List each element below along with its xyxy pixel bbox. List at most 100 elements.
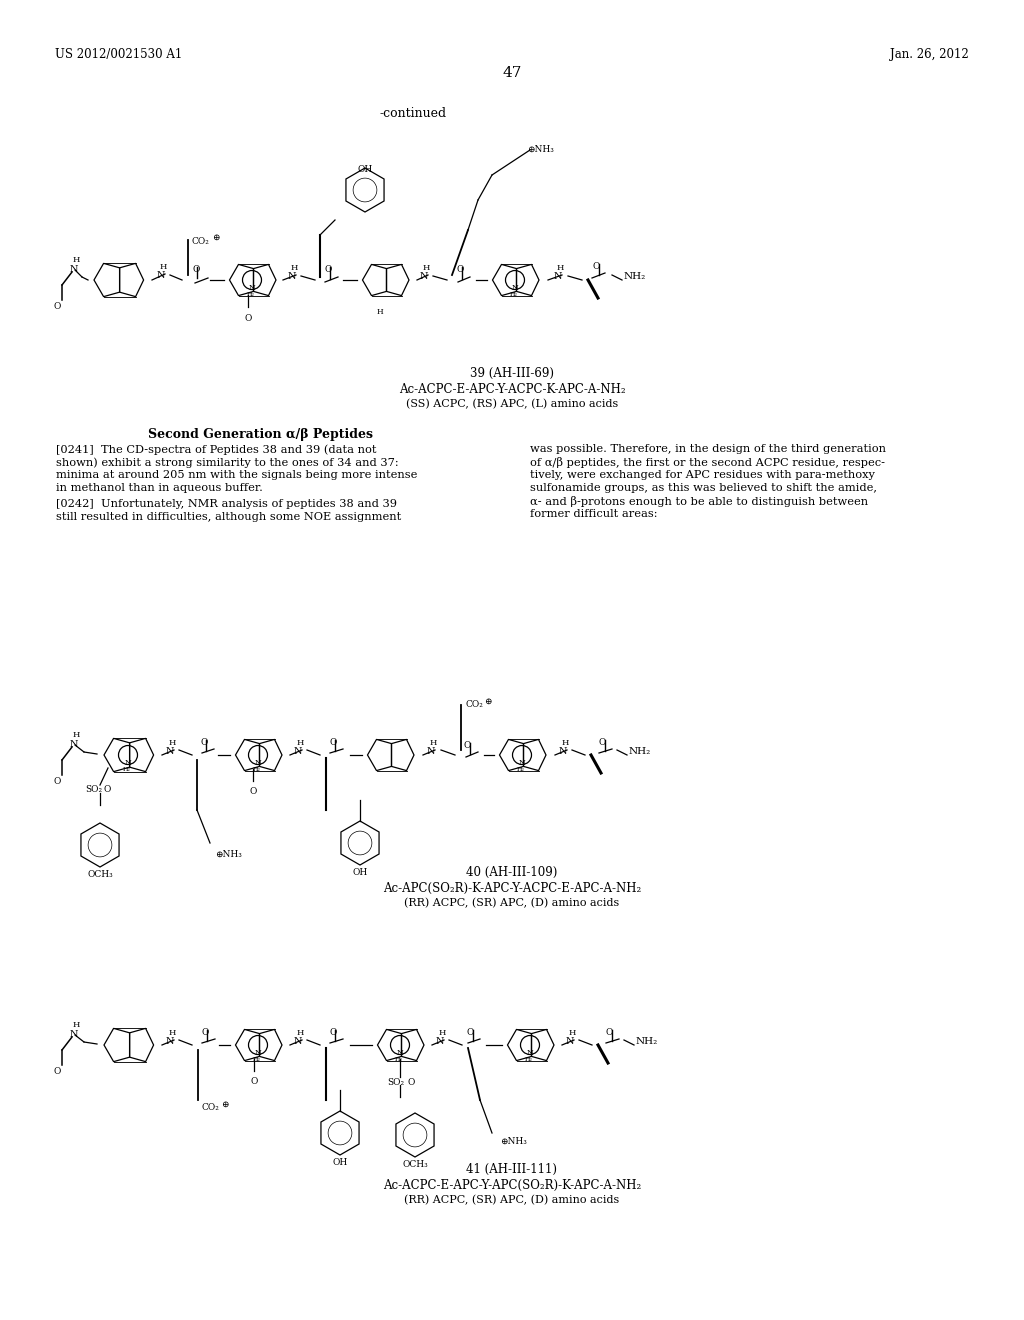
Text: OH: OH [357,165,373,174]
Text: was possible. Therefore, in the design of the third generation: was possible. Therefore, in the design o… [530,444,886,454]
Text: N: N [255,759,261,767]
Text: N: N [255,1049,261,1057]
Text: H₂: H₂ [247,292,255,297]
Text: O: O [53,1067,60,1076]
Text: N: N [70,1030,78,1039]
Text: ⊕: ⊕ [212,234,219,242]
Text: [0241]  The CD-spectra of Peptides 38 and 39 (data not: [0241] The CD-spectra of Peptides 38 and… [56,444,377,454]
Text: H: H [429,739,436,747]
Text: CO₂: CO₂ [202,1104,220,1111]
Text: sulfonamide groups, as this was believed to shift the amide,: sulfonamide groups, as this was believed… [530,483,877,492]
Text: OH: OH [352,869,368,876]
Text: H: H [556,264,563,272]
Text: H₂: H₂ [123,767,131,772]
Text: N: N [294,747,302,756]
Text: O: O [53,777,60,785]
Text: Ac-APC(SO₂R)-K-APC-Y-ACPC-E-APC-A-NH₂: Ac-APC(SO₂R)-K-APC-Y-ACPC-E-APC-A-NH₂ [383,882,641,895]
Text: H₂: H₂ [517,767,525,772]
Text: H₂: H₂ [253,767,261,772]
Text: N: N [70,265,78,275]
Text: OH: OH [333,1158,347,1167]
Text: CO₂: CO₂ [465,700,483,709]
Text: H: H [568,1030,575,1038]
Text: O: O [463,741,471,750]
Text: O: O [202,1028,209,1038]
Text: O: O [407,1078,415,1086]
Text: N: N [427,747,435,756]
Text: N: N [559,747,567,756]
Text: Second Generation α/β Peptides: Second Generation α/β Peptides [147,428,373,441]
Text: H: H [168,739,176,747]
Text: O: O [330,738,337,747]
Text: tively, were exchanged for APC residues with para-methoxy: tively, were exchanged for APC residues … [530,470,874,480]
Text: N: N [436,1038,444,1045]
Text: CO₂: CO₂ [193,238,210,246]
Text: N: N [157,271,165,280]
Text: O: O [598,738,605,747]
Text: N: N [396,1049,403,1057]
Text: H: H [296,739,304,747]
Text: ⊕NH₃: ⊕NH₃ [215,850,242,859]
Text: O: O [250,1077,258,1086]
Text: H: H [160,263,167,271]
Text: N: N [125,759,131,767]
Text: N: N [554,272,562,281]
Text: O: O [466,1028,474,1038]
Text: H: H [291,264,298,272]
Text: ⊕: ⊕ [484,697,492,706]
Text: H: H [73,1020,80,1030]
Text: O: O [605,1028,612,1038]
Text: O: O [457,265,464,275]
Text: (RR) ACPC, (SR) APC, (D) amino acids: (RR) ACPC, (SR) APC, (D) amino acids [404,898,620,908]
Text: O: O [104,785,112,795]
Text: 39 (AH-III-69): 39 (AH-III-69) [470,367,554,380]
Text: (SS) ACPC, (RS) APC, (L) amino acids: (SS) ACPC, (RS) APC, (L) amino acids [406,399,618,409]
Text: minima at around 205 nm with the signals being more intense: minima at around 205 nm with the signals… [56,470,418,480]
Text: N: N [420,272,428,281]
Text: OCH₃: OCH₃ [402,1160,428,1170]
Text: N: N [166,747,174,756]
Text: -continued: -continued [380,107,447,120]
Text: O: O [53,302,60,312]
Text: ⊕NH₃: ⊕NH₃ [526,145,553,154]
Text: shown) exhibit a strong similarity to the ones of 34 and 37:: shown) exhibit a strong similarity to th… [56,457,398,467]
Text: N: N [70,741,78,748]
Text: Jan. 26, 2012: Jan. 26, 2012 [890,48,969,61]
Text: H₂: H₂ [395,1057,402,1063]
Text: α- and β-protons enough to be able to distinguish between: α- and β-protons enough to be able to di… [530,496,868,507]
Text: NH₂: NH₂ [624,272,646,281]
Text: N: N [249,284,255,292]
Text: H: H [168,1030,176,1038]
Text: O: O [330,1028,337,1038]
Text: N: N [512,284,518,292]
Text: N: N [166,1038,174,1045]
Text: NH₂: NH₂ [629,747,651,756]
Text: H: H [561,739,568,747]
Text: 47: 47 [503,66,521,81]
Text: H₂: H₂ [253,1057,261,1063]
Text: O: O [592,261,600,271]
Text: H: H [438,1030,445,1038]
Text: H: H [73,731,80,739]
Text: in methanol than in aqueous buffer.: in methanol than in aqueous buffer. [56,483,263,492]
Text: NH₂: NH₂ [636,1038,658,1045]
Text: ⊕: ⊕ [221,1100,228,1109]
Text: N: N [526,1049,534,1057]
Text: 40 (AH-III-109): 40 (AH-III-109) [466,866,558,879]
Text: Ac-ACPC-E-APC-Y-APC(SO₂R)-K-APC-A-NH₂: Ac-ACPC-E-APC-Y-APC(SO₂R)-K-APC-A-NH₂ [383,1179,641,1192]
Text: O: O [249,787,257,796]
Text: O: O [245,314,252,323]
Text: 41 (AH-III-111): 41 (AH-III-111) [467,1163,557,1176]
Text: O: O [201,738,208,747]
Text: N: N [565,1038,574,1045]
Text: H₂: H₂ [525,1057,532,1063]
Text: OCH₃: OCH₃ [87,870,113,879]
Text: O: O [325,265,332,275]
Text: SO₂: SO₂ [85,785,102,795]
Text: [0242]  Unfortunately, NMR analysis of peptides 38 and 39: [0242] Unfortunately, NMR analysis of pe… [56,499,397,510]
Text: still resulted in difficulties, although some NOE assignment: still resulted in difficulties, although… [56,512,401,521]
Text: H: H [422,264,430,272]
Text: O: O [193,265,200,275]
Text: SO₂: SO₂ [387,1078,404,1086]
Text: US 2012/0021530 A1: US 2012/0021530 A1 [55,48,182,61]
